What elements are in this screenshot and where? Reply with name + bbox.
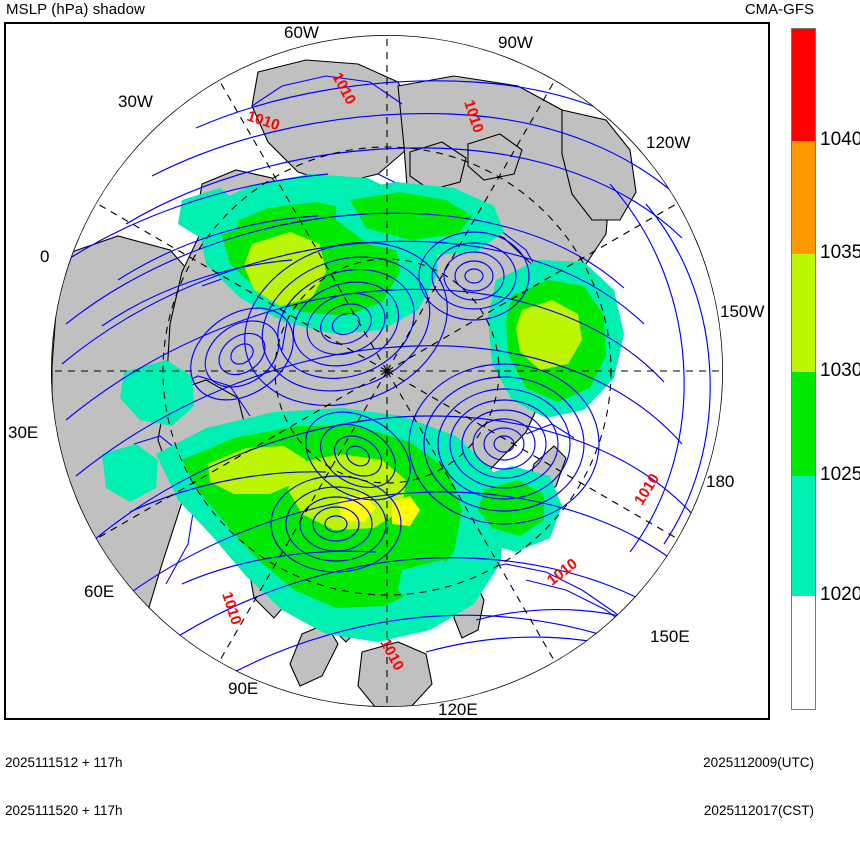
footer-left: 2025111512 + 117h 2025111520 + 117h [5, 723, 123, 851]
lon-label-60W: 60W [284, 24, 319, 42]
lon-label-120E: 120E [438, 700, 478, 718]
lon-label-180: 180 [706, 472, 734, 491]
init-time-cst: 2025111520 + 117h [5, 803, 123, 818]
isobar-layer [51, 80, 715, 693]
graticule-layer [51, 35, 723, 707]
colorbar-segment-1035-1040 [792, 141, 815, 254]
colorbar-tick-1035: 1035 [820, 242, 860, 263]
page-title: MSLP (hPa) shadow [6, 1, 145, 18]
lon-label-30E: 30E [8, 423, 38, 442]
colorbar-segment-<1020 [792, 596, 815, 709]
init-time-utc: 2025111512 + 117h [5, 755, 123, 770]
lon-label-60E: 60E [84, 582, 114, 601]
svg-text:1010: 1010 [218, 590, 244, 627]
svg-text:1010: 1010 [544, 555, 581, 589]
lon-label-120W: 120W [646, 133, 690, 152]
lon-label-150W: 150W [720, 302, 764, 321]
equator-label: EQ [358, 710, 371, 718]
longitude-label-layer: 60W 90W 120W 150W 180 150E 120E 90E 60E … [8, 24, 764, 718]
lon-label-150E: 150E [650, 627, 690, 646]
colorbar-tick-1040: 1040 [820, 129, 860, 150]
svg-text:1010: 1010 [631, 471, 663, 508]
colorbar-tick-1025: 1025 [820, 464, 860, 485]
colorbar-tick-1030: 1030 [820, 360, 860, 381]
lon-label-30W: 30W [118, 92, 153, 111]
polar-map-svg: 1010 1010 1010 1010 1010 1010 1010 EQ 60… [8, 24, 764, 718]
colorbar-tick-1020: 1020 [820, 584, 860, 605]
valid-time-cst: 2025112017(CST) [703, 803, 814, 818]
footer-right: 2025112009(UTC) 2025112017(CST) [703, 723, 814, 851]
colorbar-segment-1030-1035 [792, 254, 815, 372]
lon-label-90W: 90W [498, 33, 533, 52]
colorbar[interactable] [791, 28, 816, 710]
map-panel[interactable]: 1010 1010 1010 1010 1010 1010 1010 EQ 60… [4, 22, 770, 720]
model-label: CMA-GFS [744, 1, 814, 18]
colorbar-segment-1020-1025 [792, 476, 815, 596]
valid-time-utc: 2025112009(UTC) [703, 755, 814, 770]
colorbar-segment-1025-1030 [792, 372, 815, 476]
lon-label-0: 0 [40, 247, 49, 266]
chart-page: MSLP (hPa) shadow CMA-GFS [4, 1, 860, 818]
lon-label-90E: 90E [228, 679, 258, 698]
colorbar-segment->1040 [792, 29, 815, 141]
